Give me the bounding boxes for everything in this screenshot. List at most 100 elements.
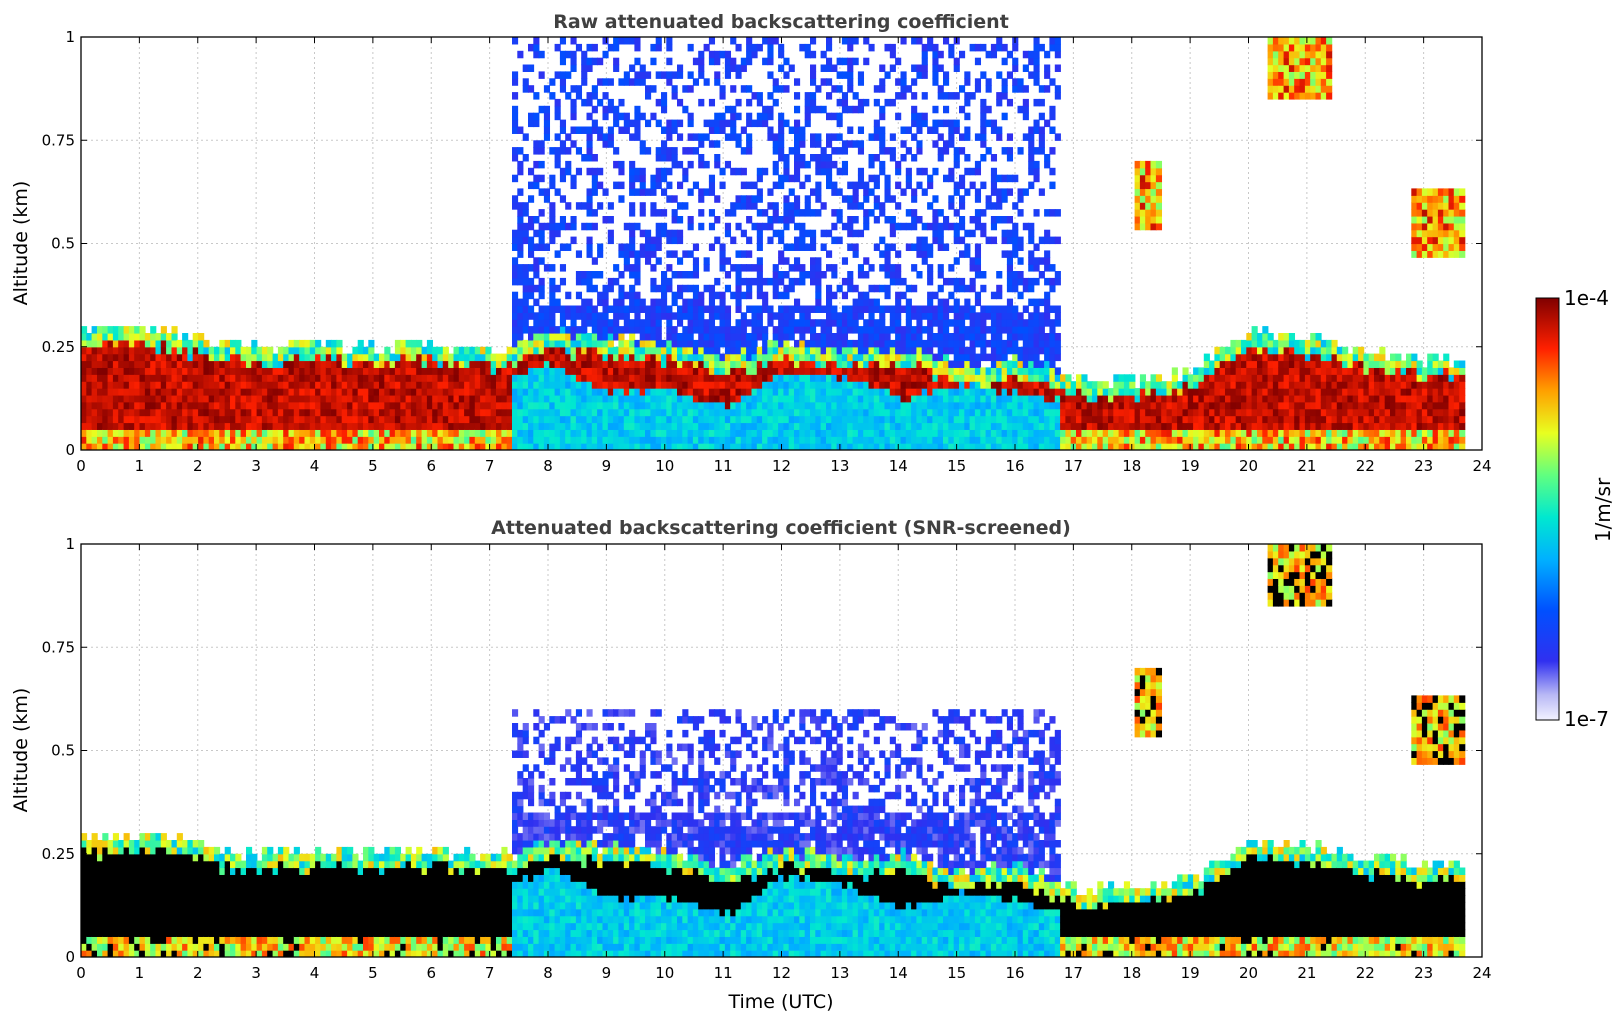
heatmap-cell [560,168,566,175]
heatmap-cell [491,402,497,409]
heatmap-cell [273,367,279,374]
heatmap-cell [416,416,422,423]
heatmap-cell [1023,429,1029,436]
heatmap-cell [714,326,720,333]
heatmap-cell [342,388,348,395]
heatmap-cell [778,326,784,333]
heatmap-cell [863,354,869,361]
heatmap-cell [1007,429,1013,436]
heatmap-cell [746,216,752,223]
heatmap-cell [571,182,577,189]
heatmap-cell [672,395,678,402]
heatmap-cell [571,361,577,368]
heatmap-cell [634,271,640,278]
heatmap-cell [1018,388,1024,395]
heatmap-cell [964,168,970,175]
heatmap-cell [512,37,518,44]
heatmap-cell [895,58,901,65]
heatmap-cell [634,347,640,354]
heatmap-cell [102,381,108,388]
heatmap-cell [480,388,486,395]
heatmap-cell [150,388,156,395]
heatmap-cell [134,381,140,388]
heatmap-cell [778,312,784,319]
heatmap-cell [911,195,917,202]
heatmap-cell [869,264,875,271]
heatmap-cell [352,361,358,368]
heatmap-cell [916,429,922,436]
heatmap-cell [858,436,864,443]
heatmap-cell [475,354,481,361]
heatmap-cell [305,347,311,354]
heatmap-cell [1034,436,1040,443]
heatmap-cell [932,402,938,409]
heatmap-cell [597,182,603,189]
heatmap-cell [262,402,268,409]
heatmap-cell [698,299,704,306]
heatmap-cell [368,416,374,423]
heatmap-cell [996,71,1002,78]
heatmap-cell [869,175,875,182]
heatmap-cell [464,423,470,430]
heatmap-cell [810,78,816,85]
heatmap-cell [1012,374,1018,381]
heatmap-cell [528,340,534,347]
heatmap-cell [842,312,848,319]
heatmap-cell [821,333,827,340]
heatmap-cell [528,168,534,175]
heatmap-cell [235,374,241,381]
heatmap-cell [996,347,1002,354]
heatmap-cell [948,409,954,416]
heatmap-cell [672,299,678,306]
heatmap-cell [821,409,827,416]
heatmap-cell [991,51,997,58]
heatmap-cell [1018,195,1024,202]
heatmap-cell [613,106,619,113]
heatmap-cell [656,154,662,161]
heatmap-cell [427,354,433,361]
heatmap-cell [650,250,656,257]
heatmap-cell [512,230,518,237]
heatmap-cell [384,409,390,416]
heatmap-cell [799,154,805,161]
heatmap-cell [475,416,481,423]
heatmap-cell [241,402,247,409]
heatmap-cell [587,195,593,202]
heatmap-cell [736,133,742,140]
heatmap-cell [720,182,726,189]
heatmap-cell [1034,402,1040,409]
heatmap-cell [443,361,449,368]
heatmap-cell [986,147,992,154]
heatmap-cell [757,326,763,333]
heatmap-cell [528,374,534,381]
heatmap-cell [975,374,981,381]
heatmap-cell [209,354,215,361]
heatmap-cell [762,333,768,340]
heatmap-cell [1049,402,1055,409]
heatmap-cell [517,333,523,340]
heatmap-cell [549,264,555,271]
heatmap-cell [661,147,667,154]
heatmap-cell [890,195,896,202]
heatmap-cell [672,347,678,354]
heatmap-cell [320,347,326,354]
heatmap-cell [1055,388,1061,395]
heatmap-cell [959,423,965,430]
heatmap-cell [693,402,699,409]
heatmap-cell [533,402,539,409]
heatmap-cell [991,409,997,416]
heatmap-cell [150,436,156,443]
heatmap-cell [948,278,954,285]
heatmap-cell [618,429,624,436]
heatmap-cell [1034,299,1040,306]
heatmap-cell [624,416,630,423]
heatmap-cell [746,395,752,402]
heatmap-cell [677,367,683,374]
heatmap-cell [438,354,444,361]
heatmap-cell [709,429,715,436]
heatmap-cell [677,65,683,72]
heatmap-cell [746,429,752,436]
heatmap-cell [890,154,896,161]
heatmap-cell [970,402,976,409]
heatmap-cell [161,354,167,361]
